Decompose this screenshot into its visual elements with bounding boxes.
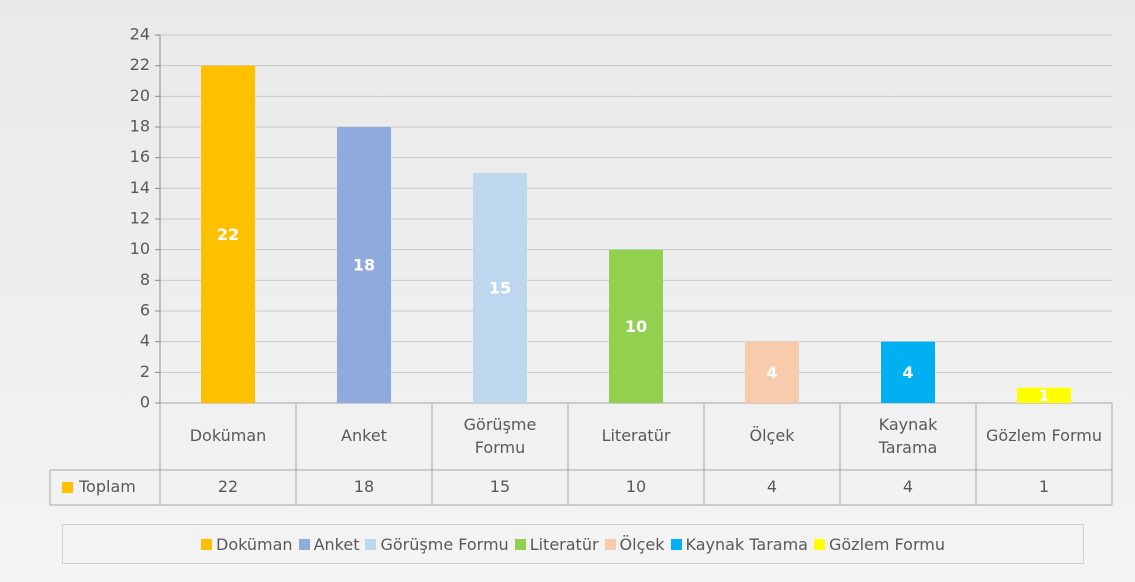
table-value: 18 bbox=[353, 477, 375, 497]
legend-item: Doküman bbox=[201, 535, 293, 554]
y-tick-label: 22 bbox=[130, 55, 150, 74]
data-label: 18 bbox=[353, 256, 375, 275]
legend-item: Ölçek bbox=[604, 534, 665, 554]
table-category: Ölçek bbox=[749, 426, 795, 446]
table-category: Anket bbox=[341, 426, 387, 446]
bar bbox=[1017, 387, 1071, 403]
legend-item: Literatür bbox=[514, 534, 599, 554]
legend-item: Anket bbox=[298, 534, 360, 554]
bar bbox=[473, 173, 527, 403]
table-value: 4 bbox=[766, 477, 778, 497]
table-category: Gözlem Formu bbox=[986, 426, 1102, 446]
y-tick-label: 2 bbox=[140, 362, 150, 381]
bar bbox=[609, 249, 663, 403]
table-value: 22 bbox=[217, 477, 239, 497]
data-label: 10 bbox=[625, 317, 647, 336]
table-category: Doküman bbox=[189, 426, 267, 446]
bar bbox=[201, 65, 255, 404]
y-tick-label: 10 bbox=[130, 239, 150, 258]
y-tick-label: 24 bbox=[130, 25, 150, 44]
legend-key bbox=[298, 538, 310, 550]
table-row-header: Toplam bbox=[50, 470, 160, 505]
series-name: Toplam bbox=[79, 477, 136, 497]
table-value: 15 bbox=[489, 477, 511, 497]
y-tick-label: 4 bbox=[140, 331, 150, 350]
data-label: 1 bbox=[1038, 386, 1049, 405]
y-tick-label: 0 bbox=[140, 393, 150, 412]
legend-label: Ölçek bbox=[619, 534, 665, 554]
data-label: 22 bbox=[217, 225, 239, 244]
legend-key bbox=[514, 538, 526, 550]
legend-item: Gözlem Formu bbox=[813, 534, 945, 554]
y-tick-label: 12 bbox=[130, 209, 150, 228]
y-tick-label: 16 bbox=[130, 147, 150, 166]
y-tick-label: 20 bbox=[130, 86, 150, 105]
y-tick-label: 14 bbox=[130, 178, 150, 197]
legend-item: Görüşme Formu bbox=[365, 534, 509, 554]
y-tick-label: 18 bbox=[130, 117, 150, 136]
table-value: 4 bbox=[902, 477, 914, 497]
y-tick-label: 6 bbox=[140, 301, 150, 320]
legend-label: Gözlem Formu bbox=[828, 534, 945, 554]
data-label: 4 bbox=[902, 363, 913, 382]
legend-key bbox=[604, 538, 616, 550]
bar bbox=[337, 127, 391, 403]
legend-key bbox=[365, 538, 377, 550]
legend: Doküman Anket Görüşme Formu Literatür Ölçek K… bbox=[62, 524, 1084, 564]
table-category: Literatür bbox=[601, 426, 671, 446]
bar bbox=[881, 341, 935, 403]
table-category: Görüşme Formu bbox=[463, 415, 537, 457]
table-value: 10 bbox=[625, 477, 647, 497]
legend-label: Doküman bbox=[216, 534, 293, 554]
legend-label: Anket bbox=[313, 534, 360, 554]
bar bbox=[745, 341, 799, 403]
legend-key bbox=[62, 482, 73, 493]
legend-label: Literatür bbox=[529, 534, 599, 554]
data-label: 15 bbox=[489, 279, 511, 298]
legend-key bbox=[670, 538, 682, 550]
y-tick-label: 8 bbox=[140, 270, 150, 289]
legend-label: Görüşme Formu bbox=[380, 534, 509, 554]
table-category: Kaynak Tarama bbox=[878, 415, 938, 457]
legend-key bbox=[201, 538, 213, 550]
legend-label: Kaynak Tarama bbox=[685, 534, 808, 554]
legend-key bbox=[813, 538, 825, 550]
table-value: 1 bbox=[1038, 477, 1050, 497]
legend-item: Kaynak Tarama bbox=[670, 534, 808, 554]
data-label: 4 bbox=[766, 363, 777, 382]
